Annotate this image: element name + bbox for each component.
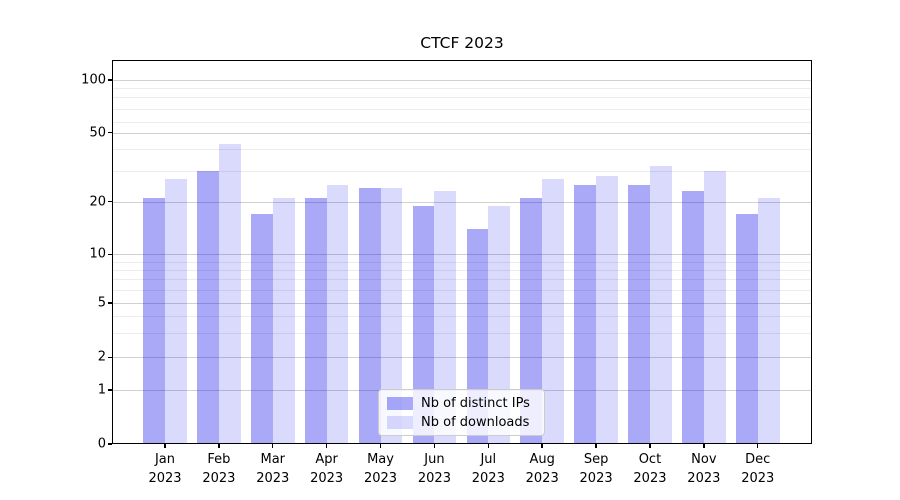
bar-oct-2023-distinct-ips xyxy=(628,184,650,443)
minor-gridline-3 xyxy=(113,333,811,335)
bar-jun-2023-distinct-ips xyxy=(412,205,435,443)
bar-aug-2023-downloads xyxy=(542,179,564,443)
x-tick-mark-apr xyxy=(325,444,328,448)
x-tick-label-may: May 2023 xyxy=(363,452,398,486)
y-tick-label-1: 1 xyxy=(97,382,106,398)
bar-mar-2023-downloads xyxy=(272,198,295,443)
y-tick-mark-10 xyxy=(108,253,112,255)
bar-jan-2023-distinct-ips xyxy=(143,198,165,443)
x-tick-label-feb: Feb 2023 xyxy=(202,452,236,486)
minor-gridline-80 xyxy=(113,97,811,99)
major-gridline-10 xyxy=(113,254,811,256)
bar-nov-2023-distinct-ips xyxy=(682,191,704,443)
x-tick-label-dec: Dec 2023 xyxy=(741,452,775,486)
bar-mar-2023-distinct-ips xyxy=(250,214,273,443)
x-tick-mark-feb xyxy=(218,444,220,448)
minor-gridline-40 xyxy=(113,149,811,151)
x-tick-mark-jun xyxy=(433,444,436,448)
bar-jul-2023-downloads xyxy=(488,205,511,443)
y-tick-mark-5 xyxy=(108,302,112,304)
x-tick-mark-nov xyxy=(703,444,705,448)
y-tick-mark-100 xyxy=(108,79,112,81)
y-tick-label-100: 100 xyxy=(81,72,106,88)
x-tick-mark-jul xyxy=(487,444,489,448)
legend-swatch-distinct-ips xyxy=(387,396,413,410)
bar-apr-2023-distinct-ips xyxy=(304,198,327,443)
x-tick-label-jun: Jun 2023 xyxy=(417,452,451,486)
legend: Nb of distinct IPs Nb of downloads xyxy=(378,389,545,436)
x-tick-label-apr: Apr 2023 xyxy=(310,452,344,486)
y-tick-mark-50 xyxy=(108,132,112,134)
major-gridline-5 xyxy=(113,303,811,304)
y-tick-mark-2 xyxy=(108,356,112,358)
minor-gridline-90 xyxy=(113,88,811,89)
x-tick-label-mar: Mar 2023 xyxy=(256,452,290,486)
bar-may-2023-downloads xyxy=(380,188,403,443)
x-tick-label-oct: Oct 2023 xyxy=(633,452,667,486)
x-tick-label-aug: Aug 2023 xyxy=(525,452,559,486)
minor-gridline-70 xyxy=(113,108,811,110)
x-tick-label-jul: Jul 2023 xyxy=(471,452,505,486)
minor-gridline-60 xyxy=(113,122,811,124)
minor-gridline-9 xyxy=(113,261,811,263)
x-tick-mark-jan xyxy=(164,444,166,448)
bar-dec-2023-distinct-ips xyxy=(735,214,758,443)
minor-gridline-4 xyxy=(113,316,811,318)
y-tick-label-0: 0 xyxy=(97,436,106,452)
minor-gridline-8 xyxy=(113,270,811,271)
major-gridline-100 xyxy=(113,80,811,81)
x-tick-mark-mar xyxy=(272,444,274,448)
bar-sep-2023-distinct-ips xyxy=(574,184,597,443)
bar-jun-2023-downloads xyxy=(434,191,457,443)
bar-nov-2023-downloads xyxy=(703,171,726,443)
bar-feb-2023-downloads xyxy=(218,143,241,443)
minor-gridline-30 xyxy=(113,171,811,173)
bar-oct-2023-downloads xyxy=(649,166,672,443)
bar-may-2023-distinct-ips xyxy=(358,188,381,443)
y-tick-label-50: 50 xyxy=(89,125,106,141)
major-gridline-20 xyxy=(113,201,811,203)
bar-aug-2023-distinct-ips xyxy=(520,198,543,443)
major-gridline-50 xyxy=(113,132,811,134)
legend-label-distinct-ips: Nb of distinct IPs xyxy=(421,395,530,411)
y-tick-mark-0 xyxy=(108,443,112,445)
bar-apr-2023-downloads xyxy=(326,184,349,443)
y-tick-label-2: 2 xyxy=(97,349,106,365)
legend-swatch-downloads xyxy=(387,415,413,429)
minor-gridline-7 xyxy=(113,279,811,281)
x-tick-label-nov: Nov 2023 xyxy=(687,452,721,486)
legend-item-downloads: Nb of downloads xyxy=(387,415,544,430)
y-tick-mark-20 xyxy=(108,201,112,203)
chart-title: CTCF 2023 xyxy=(420,34,504,52)
minor-gridline-6 xyxy=(113,290,811,292)
bar-dec-2023-downloads xyxy=(757,198,780,443)
x-tick-mark-dec xyxy=(757,444,759,448)
bar-feb-2023-distinct-ips xyxy=(197,171,219,443)
y-tick-mark-1 xyxy=(108,389,112,391)
x-tick-mark-may xyxy=(379,444,382,448)
bar-sep-2023-downloads xyxy=(596,176,618,443)
legend-item-distinct-ips: Nb of distinct IPs xyxy=(387,396,544,411)
y-tick-label-5: 5 xyxy=(97,295,106,311)
legend-label-downloads: Nb of downloads xyxy=(421,414,530,430)
x-tick-label-sep: Sep 2023 xyxy=(579,452,613,486)
x-tick-mark-sep xyxy=(595,444,597,448)
y-tick-label-10: 10 xyxy=(89,246,106,262)
x-tick-label-jan: Jan 2023 xyxy=(148,452,182,486)
major-gridline-2 xyxy=(113,357,811,359)
bar-jan-2023-downloads xyxy=(165,179,187,443)
x-tick-mark-aug xyxy=(541,444,543,448)
y-tick-label-20: 20 xyxy=(89,194,106,210)
x-tick-mark-oct xyxy=(649,444,651,448)
